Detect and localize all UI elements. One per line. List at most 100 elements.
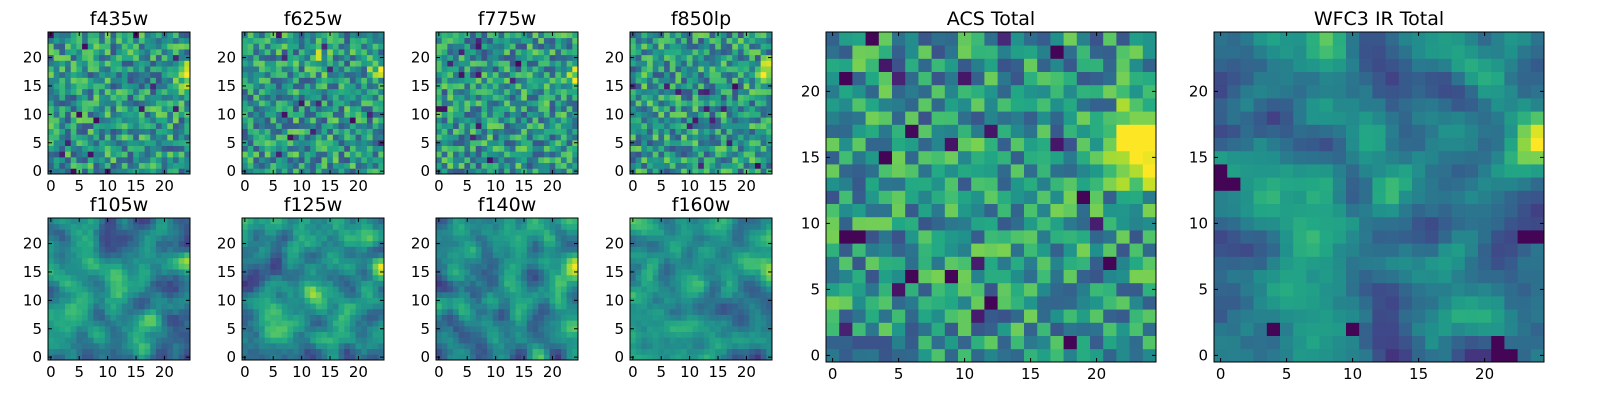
heatmap-cell: [310, 331, 317, 338]
heatmap-cell: [754, 348, 762, 355]
heatmap-cell: [572, 252, 579, 259]
heatmap-cell: [560, 331, 568, 338]
heatmap-cell: [532, 60, 539, 67]
heatmap-cell: [138, 168, 145, 175]
heatmap-cell: [70, 337, 77, 344]
heatmap-cell: [436, 314, 443, 321]
heatmap-cell: [436, 77, 443, 84]
heatmap-cell: [726, 291, 733, 298]
heatmap-cell: [560, 54, 568, 61]
heatmap-cell: [355, 337, 362, 344]
heatmap-cell: [110, 286, 117, 293]
heatmap-cell: [475, 291, 482, 298]
heatmap-cell: [366, 240, 374, 247]
y-tick-label: 20: [411, 235, 430, 253]
heatmap-cell: [630, 308, 637, 315]
heatmap-cell: [458, 308, 465, 315]
heatmap-cell: [492, 139, 499, 146]
heatmap-cell: [766, 37, 773, 44]
heatmap-cell: [675, 37, 682, 44]
heatmap-cell: [487, 83, 494, 90]
heatmap-cell: [253, 83, 260, 90]
heatmap-cell: [555, 325, 562, 332]
heatmap-cell: [532, 263, 539, 270]
heatmap-cell: [355, 60, 362, 67]
heatmap-cell: [504, 252, 511, 259]
heatmap-cell: [150, 354, 157, 361]
heatmap-cell: [99, 66, 106, 73]
heatmap-cell: [310, 66, 317, 73]
heatmap-cell: [116, 111, 123, 118]
heatmap-cell: [344, 342, 351, 350]
heatmap-cell: [754, 303, 762, 310]
heatmap-cell: [104, 145, 111, 152]
heatmap-cell: [470, 122, 477, 129]
heatmap-cell: [76, 320, 83, 327]
heatmap-cell: [453, 252, 460, 259]
heatmap-cell: [436, 100, 443, 107]
heatmap-cell: [635, 117, 642, 124]
heatmap-cell: [144, 218, 151, 225]
heatmap-cell: [492, 223, 499, 230]
heatmap-cell: [669, 308, 676, 315]
heatmap-cell: [658, 291, 665, 298]
heatmap-cell: [82, 246, 89, 253]
heatmap-cell: [652, 286, 659, 293]
heatmap-cell: [749, 162, 756, 169]
heatmap-cell: [298, 263, 305, 270]
heatmap-cell: [172, 128, 180, 135]
heatmap-cell: [669, 77, 676, 84]
heatmap-cell: [276, 297, 283, 304]
heatmap-cell: [664, 286, 671, 293]
heatmap-cell: [475, 60, 482, 67]
heatmap-cell: [635, 151, 642, 158]
heatmap-cell: [641, 286, 648, 293]
heatmap-cell: [521, 128, 528, 135]
heatmap-cell: [498, 218, 505, 225]
heatmap-cell: [692, 105, 699, 112]
heatmap-cell: [481, 71, 488, 78]
heatmap-cell: [664, 320, 671, 327]
heatmap-cell: [669, 37, 676, 44]
heatmap-cell: [82, 145, 89, 152]
heatmap-cell: [59, 246, 66, 253]
heatmap-cell: [538, 60, 545, 67]
heatmap-cell: [692, 66, 699, 73]
x-tick-label: 10: [680, 177, 699, 195]
heatmap-cell: [441, 134, 448, 141]
heatmap-cell: [532, 83, 539, 90]
heatmap-cell: [304, 49, 311, 56]
x-tick-label: 20: [543, 363, 562, 381]
heatmap-cell: [737, 54, 744, 61]
heatmap-cell: [549, 88, 556, 95]
heatmap-cell: [498, 257, 505, 264]
heatmap-cell: [327, 128, 334, 135]
heatmap-cell: [59, 269, 66, 276]
heatmap-cell: [754, 37, 762, 44]
heatmap-cell: [366, 37, 374, 44]
heatmap-cell: [242, 320, 249, 327]
heatmap-cell: [327, 246, 334, 253]
heatmap-cell: [361, 308, 368, 315]
heatmap-cell: [698, 145, 705, 152]
heatmap-cell: [178, 354, 185, 361]
heatmap-cell: [436, 49, 443, 56]
heatmap-cell: [247, 286, 254, 293]
heatmap-cell: [521, 94, 528, 101]
heatmap-cell: [338, 354, 345, 361]
heatmap-cell: [669, 168, 676, 175]
heatmap-cell: [247, 105, 254, 112]
heatmap-cell: [441, 139, 448, 146]
heatmap-cell: [293, 252, 300, 259]
heatmap-cell: [310, 168, 317, 175]
y-tick-label: 0: [420, 348, 430, 366]
heatmap-cell: [549, 348, 556, 355]
heatmap-cell: [464, 263, 471, 270]
heatmap-cell: [515, 54, 522, 61]
heatmap-cell: [464, 151, 471, 158]
heatmap-cell: [760, 286, 767, 293]
heatmap-cell: [344, 303, 351, 310]
heatmap-cell: [498, 354, 505, 361]
heatmap-cell: [116, 246, 123, 253]
heatmap-cell: [172, 280, 180, 287]
